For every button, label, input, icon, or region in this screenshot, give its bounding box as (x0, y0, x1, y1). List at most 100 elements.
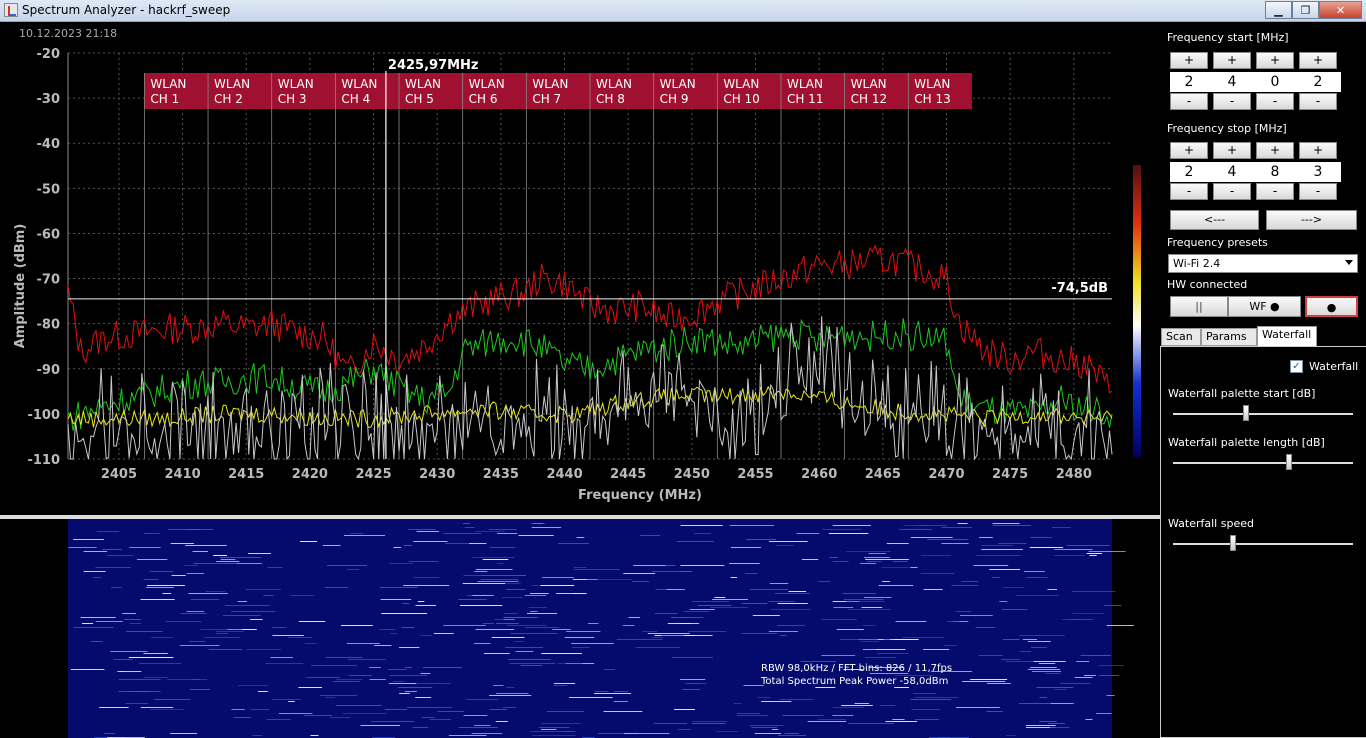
waterfall-segment (252, 735, 263, 736)
freq-stop-digit-3-decrement-button[interactable]: - (1256, 183, 1294, 200)
waterfall-segment (496, 623, 519, 624)
waterfall-speed-slider[interactable] (1173, 535, 1353, 551)
waterfall-segment (910, 537, 953, 538)
shift-right-button[interactable]: ---> (1266, 210, 1357, 230)
waterfall-segment (343, 713, 387, 714)
x-tick-label: 2455 (737, 467, 773, 482)
freq-stop-digit-2-decrement-button[interactable]: - (1213, 183, 1251, 200)
waterfall-segment (185, 545, 227, 546)
tab-waterfall[interactable]: Waterfall (1257, 326, 1317, 347)
waterfall-segment (96, 531, 120, 532)
waterfall-segment (233, 717, 251, 718)
waterfall-segment (1005, 661, 1042, 662)
spectrum-chart[interactable]: -20 -30 -40 -50 -60 -70 -80 -90 -100 -110 2405 2410… (0, 22, 1160, 512)
waterfall-segment (122, 613, 137, 614)
waterfall-segment (973, 565, 1009, 566)
palette-start-slider[interactable] (1173, 405, 1353, 421)
waterfall-segment (90, 641, 103, 642)
waterfall-segment (861, 607, 883, 608)
waterfall-segment (920, 573, 955, 574)
waterfall-segment (623, 573, 656, 574)
waterfall-segment (1086, 553, 1102, 554)
waterfall-segment (771, 729, 779, 730)
wlan-channel-number: CH 11 (787, 92, 824, 106)
waterfall-segment (978, 655, 1003, 656)
waterfall-segment (885, 721, 911, 722)
record-button[interactable]: ● (1305, 296, 1358, 317)
slider-thumb[interactable] (1242, 405, 1249, 421)
freq-stop-digit-2-increment-button[interactable]: + (1213, 142, 1251, 159)
minimize-button[interactable]: ▁ (1265, 1, 1292, 19)
waterfall-segment (1006, 735, 1016, 736)
waterfall-segment (532, 735, 576, 736)
freq-stop-digit-1-increment-button[interactable]: + (1170, 142, 1208, 159)
x-tick-label: 2415 (228, 467, 264, 482)
waterfall-segment (541, 723, 581, 724)
waterfall-segment (125, 703, 149, 704)
freq-stop-digit-4-increment-button[interactable]: + (1299, 142, 1337, 159)
splitter[interactable] (0, 515, 1160, 519)
waterfall-segment (1002, 609, 1028, 610)
freq-stop-digit-1-decrement-button[interactable]: - (1170, 183, 1208, 200)
x-tick-label: 2465 (865, 467, 901, 482)
slider-track (1173, 413, 1353, 415)
tab-params[interactable]: Params (1201, 328, 1257, 346)
wlan-channel-box (780, 73, 845, 109)
waterfall-segment (360, 725, 400, 726)
waterfall-segment (923, 589, 943, 590)
waterfall-segment (768, 631, 799, 632)
waterfall-segment (692, 721, 728, 722)
freq-stop-digit-3-increment-button[interactable]: + (1256, 142, 1294, 159)
freq-start-digit-4-decrement-button[interactable]: - (1299, 93, 1337, 110)
slider-thumb[interactable] (1230, 535, 1237, 551)
wlan-channel-number: CH 8 (596, 92, 625, 106)
waterfall-segment (603, 669, 616, 670)
close-button[interactable]: ✕ (1319, 1, 1362, 19)
slider-thumb[interactable] (1286, 454, 1293, 470)
waterfall-segment (140, 707, 174, 708)
waterfall-segment (597, 733, 639, 734)
waterfall-segment (482, 623, 494, 624)
waterfall-segment (863, 597, 892, 598)
waterfall-checkbox[interactable]: ✓ (1290, 360, 1303, 373)
spectrum-trace (67, 318, 1113, 431)
waterfall-segment (863, 625, 876, 626)
wlan-channel-box (462, 73, 527, 109)
freq-stop-digit-4-decrement-button[interactable]: - (1299, 183, 1337, 200)
waterfall-segment (1039, 721, 1057, 722)
waterfall-segment (1106, 695, 1115, 696)
waterfall-segment (1031, 647, 1047, 648)
freq-start-digit-3-increment-button[interactable]: + (1256, 52, 1294, 69)
presets-value: Wi-Fi 2.4 (1173, 257, 1221, 270)
shift-left-button[interactable]: <--- (1170, 210, 1259, 230)
waterfall-segment (661, 635, 688, 636)
palette-length-slider[interactable] (1173, 454, 1353, 470)
waterfall-segment (263, 595, 274, 596)
waterfall-segment (171, 575, 186, 576)
waterfall-segment (860, 641, 880, 642)
freq-start-digit-2-decrement-button[interactable]: - (1213, 93, 1251, 110)
freq-start-digit-2-increment-button[interactable]: + (1213, 52, 1251, 69)
waterfall-toggle-button[interactable]: WF ● (1228, 296, 1301, 317)
waterfall-segment (527, 613, 558, 614)
freq-start-digit-3-decrement-button[interactable]: - (1256, 93, 1294, 110)
waterfall-segment (490, 547, 516, 548)
freq-start-digit-1-decrement-button[interactable]: - (1170, 93, 1208, 110)
waterfall-segment (854, 703, 870, 704)
freq-start-digit-1-increment-button[interactable]: + (1170, 52, 1208, 69)
waterfall-segment (1049, 727, 1070, 728)
freq-start-digit-4-increment-button[interactable]: + (1299, 52, 1337, 69)
waterfall-segment (652, 637, 664, 638)
waterfall-segment (166, 621, 202, 622)
waterfall-segment (265, 663, 304, 664)
tab-scan[interactable]: Scan (1161, 328, 1201, 346)
pause-button[interactable]: || (1170, 296, 1228, 317)
waterfall-segment (918, 525, 947, 526)
waterfall-segment (1054, 689, 1068, 690)
presets-select[interactable]: Wi-Fi 2.4 (1168, 254, 1358, 273)
wlan-channel-number: CH 1 (150, 92, 179, 106)
maximize-button[interactable]: ❐ (1292, 1, 1319, 19)
waterfall-segment (737, 713, 760, 714)
waterfall-segment (865, 657, 897, 658)
